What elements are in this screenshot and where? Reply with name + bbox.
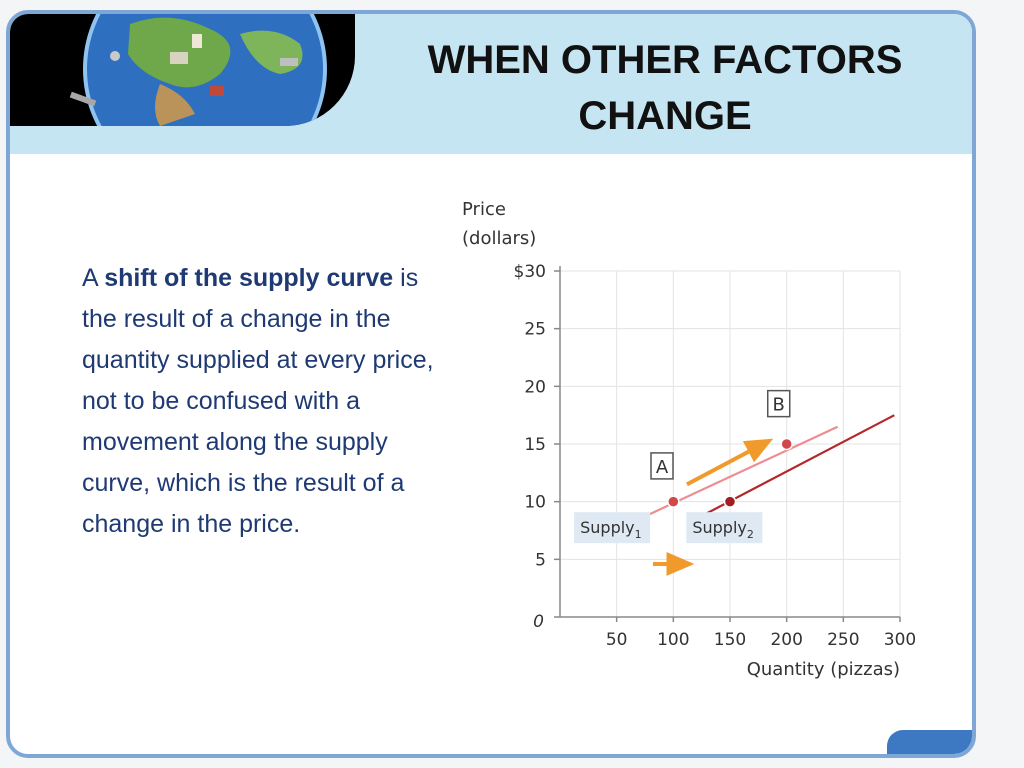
y-axis-label: Price: [462, 199, 506, 220]
slide-frame: WHEN OTHER FACTORS CHANGE A shift of the…: [6, 10, 976, 758]
body-paragraph: A shift of the supply curve is the resul…: [82, 258, 452, 545]
y-tick-label: 0: [533, 612, 544, 632]
globe-graphic-panel: [10, 14, 355, 126]
body-bold-term: shift of the supply curve: [104, 264, 394, 292]
x-tick-label: 250: [827, 630, 859, 650]
x-tick-label: 50: [606, 630, 628, 650]
x-axis-label: Quantity (pizzas): [747, 659, 900, 680]
y-tick-label: 15: [524, 435, 546, 455]
point-label-box: [650, 452, 674, 480]
point-label-box: [766, 389, 791, 418]
point-label: A: [656, 457, 669, 478]
globe-image-icon: [69, 14, 327, 126]
series-name-label: Supply2: [692, 518, 754, 541]
body-intro: A: [82, 264, 105, 292]
y-tick-label: 20: [524, 377, 546, 397]
x-tick-label: 150: [714, 630, 746, 650]
shift-arrow-1: [685, 438, 774, 487]
slide-title: WHEN OTHER FACTORS CHANGE: [427, 38, 903, 138]
x-tick-label: 300: [884, 630, 916, 650]
series-name-label: Supply1: [580, 518, 642, 541]
series-name-box: [574, 512, 651, 544]
data-point: [667, 495, 680, 508]
y-axis-label: (dollars): [462, 228, 536, 249]
series-name-box: [686, 512, 763, 544]
y-tick-label: $30: [514, 262, 546, 282]
y-tick-label: 10: [524, 493, 546, 513]
supply-chart: 0 5 10 15 20 25 $30 50 100 150 200 250 300 Price (doll…: [462, 199, 916, 680]
y-tick-label: 5: [535, 550, 546, 570]
data-point: [723, 495, 737, 508]
x-tick-label: 100: [657, 630, 689, 650]
bottom-corner-tab: [887, 730, 972, 754]
point-label: B: [773, 395, 785, 416]
x-tick-label: 200: [770, 630, 802, 650]
y-tick-label: 25: [524, 320, 546, 340]
data-point: [780, 437, 793, 451]
body-rest: is the result of a change in the quantit…: [82, 264, 434, 538]
